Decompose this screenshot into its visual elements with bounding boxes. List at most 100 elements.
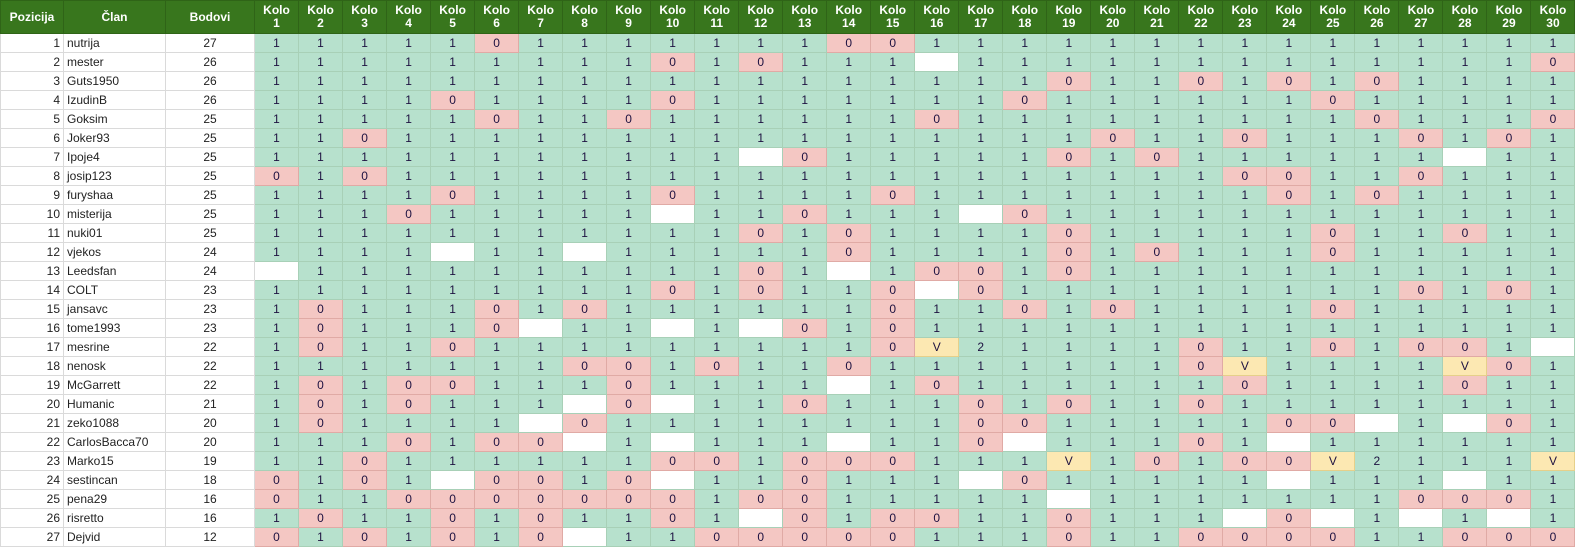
round-result-cell[interactable]: 1 [1266, 394, 1312, 414]
round-result-cell[interactable]: 0 [738, 280, 784, 300]
round-result-cell[interactable]: 1 [518, 109, 564, 129]
round-result-cell[interactable]: 1 [518, 451, 564, 471]
member-cell[interactable]: zeko1088 [63, 413, 166, 433]
round-result-cell[interactable]: 1 [1090, 261, 1136, 281]
round-result-cell[interactable]: 1 [738, 185, 784, 205]
round-result-cell[interactable]: 1 [1222, 318, 1268, 338]
round-result-cell[interactable]: 0 [1266, 185, 1312, 205]
round-result-cell[interactable]: 1 [958, 147, 1004, 167]
round-result-cell[interactable]: 1 [1354, 527, 1400, 547]
position-cell[interactable]: 20 [0, 394, 64, 414]
header-round-27[interactable]: Kolo 27 [1398, 0, 1444, 34]
round-result-cell[interactable]: 0 [1442, 337, 1488, 357]
round-result-cell[interactable]: 1 [958, 33, 1004, 53]
round-result-cell[interactable]: 1 [1266, 242, 1312, 262]
round-result-cell[interactable]: 1 [606, 413, 652, 433]
round-result-cell[interactable]: 1 [1310, 147, 1356, 167]
round-result-cell[interactable]: 1 [1310, 394, 1356, 414]
round-result-cell[interactable] [1266, 432, 1312, 452]
round-result-cell[interactable]: 1 [694, 204, 740, 224]
round-result-cell[interactable]: 1 [562, 261, 608, 281]
round-result-cell[interactable]: 1 [1266, 299, 1312, 319]
round-result-cell[interactable] [826, 375, 872, 395]
round-result-cell[interactable]: 1 [430, 204, 476, 224]
round-result-cell[interactable]: 0 [1046, 261, 1092, 281]
round-result-cell[interactable]: 0 [1398, 128, 1444, 148]
round-result-cell[interactable]: 1 [1398, 223, 1444, 243]
round-result-cell[interactable]: 1 [1090, 394, 1136, 414]
header-position[interactable]: Pozicija [0, 0, 64, 34]
member-cell[interactable]: Guts1950 [63, 71, 166, 91]
round-result-cell[interactable]: 1 [826, 52, 872, 72]
round-result-cell[interactable]: 1 [1530, 508, 1575, 528]
points-cell[interactable]: 26 [165, 52, 255, 72]
round-result-cell[interactable]: 0 [562, 489, 608, 509]
position-cell[interactable]: 16 [0, 318, 64, 338]
round-result-cell[interactable]: 1 [562, 223, 608, 243]
round-result-cell[interactable]: 1 [1530, 185, 1575, 205]
round-result-cell[interactable] [738, 318, 784, 338]
round-result-cell[interactable]: 0 [1046, 223, 1092, 243]
round-result-cell[interactable]: 1 [253, 128, 300, 148]
round-result-cell[interactable]: 1 [386, 33, 432, 53]
round-result-cell[interactable]: 1 [474, 242, 520, 262]
header-round-24[interactable]: Kolo 24 [1266, 0, 1312, 34]
round-result-cell[interactable]: 1 [1442, 318, 1488, 338]
round-result-cell[interactable]: 1 [606, 71, 652, 91]
position-cell[interactable]: 2 [0, 52, 64, 72]
round-result-cell[interactable]: 1 [1398, 90, 1444, 110]
position-cell[interactable]: 21 [0, 413, 64, 433]
round-result-cell[interactable]: 1 [474, 394, 520, 414]
round-result-cell[interactable]: 1 [1002, 166, 1048, 186]
round-result-cell[interactable] [1530, 337, 1575, 357]
round-result-cell[interactable]: 1 [1002, 242, 1048, 262]
round-result-cell[interactable]: 1 [606, 527, 652, 547]
round-result-cell[interactable]: 1 [518, 337, 564, 357]
round-result-cell[interactable]: 1 [298, 128, 344, 148]
round-result-cell[interactable]: 1 [1530, 432, 1575, 452]
round-result-cell[interactable]: 1 [958, 356, 1004, 376]
round-result-cell[interactable]: 0 [298, 337, 344, 357]
round-result-cell[interactable] [562, 527, 608, 547]
round-result-cell[interactable]: 1 [518, 394, 564, 414]
round-result-cell[interactable]: 1 [386, 71, 432, 91]
round-result-cell[interactable]: 1 [738, 451, 784, 471]
round-result-cell[interactable]: 0 [1002, 299, 1048, 319]
round-result-cell[interactable]: 0 [474, 109, 520, 129]
round-result-cell[interactable]: 1 [1222, 71, 1268, 91]
round-result-cell[interactable]: 1 [1134, 337, 1180, 357]
round-result-cell[interactable]: 0 [650, 52, 696, 72]
position-cell[interactable]: 10 [0, 204, 64, 224]
round-result-cell[interactable]: 1 [1442, 52, 1488, 72]
points-cell[interactable]: 20 [165, 413, 255, 433]
round-result-cell[interactable] [650, 394, 696, 414]
round-result-cell[interactable]: 1 [1178, 508, 1224, 528]
round-result-cell[interactable]: 1 [1442, 261, 1488, 281]
round-result-cell[interactable]: 1 [1222, 90, 1268, 110]
points-cell[interactable]: 16 [165, 489, 255, 509]
round-result-cell[interactable]: 1 [958, 299, 1004, 319]
round-result-cell[interactable]: 1 [1442, 33, 1488, 53]
round-result-cell[interactable]: 1 [1266, 33, 1312, 53]
round-result-cell[interactable]: 1 [298, 489, 344, 509]
round-result-cell[interactable]: 0 [430, 375, 476, 395]
round-result-cell[interactable]: 1 [650, 33, 696, 53]
position-cell[interactable]: 14 [0, 280, 64, 300]
round-result-cell[interactable]: 1 [1530, 90, 1575, 110]
round-result-cell[interactable]: 1 [870, 394, 916, 414]
round-result-cell[interactable]: 1 [253, 242, 300, 262]
header-round-2[interactable]: Kolo 2 [298, 0, 344, 34]
round-result-cell[interactable]: 1 [914, 166, 960, 186]
round-result-cell[interactable]: 0 [1266, 451, 1312, 471]
round-result-cell[interactable]: 1 [1398, 147, 1444, 167]
round-result-cell[interactable]: 1 [1398, 109, 1444, 129]
round-result-cell[interactable]: 1 [1178, 166, 1224, 186]
round-result-cell[interactable]: 1 [342, 109, 388, 129]
round-result-cell[interactable]: 1 [606, 451, 652, 471]
round-result-cell[interactable]: 1 [1090, 204, 1136, 224]
round-result-cell[interactable]: 1 [430, 280, 476, 300]
round-result-cell[interactable]: 1 [253, 394, 300, 414]
round-result-cell[interactable]: 1 [870, 242, 916, 262]
round-result-cell[interactable]: 1 [386, 223, 432, 243]
round-result-cell[interactable]: 1 [1090, 337, 1136, 357]
